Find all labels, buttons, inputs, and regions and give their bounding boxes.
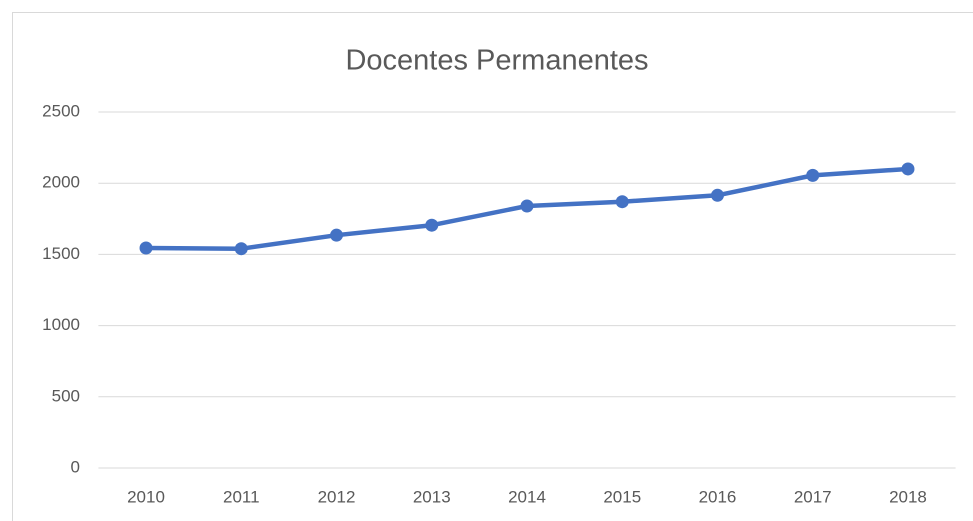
data-point	[806, 168, 820, 182]
chart-border	[12, 12, 973, 521]
y-tick-label: 2500	[42, 101, 80, 120]
y-tick-label: 2000	[42, 173, 80, 192]
data-point	[425, 218, 439, 232]
x-tick-label: 2013	[413, 487, 451, 506]
x-tick-label: 2014	[508, 487, 546, 506]
data-point	[901, 162, 915, 176]
x-tick-label: 2015	[603, 487, 641, 506]
x-tick-label: 2011	[223, 487, 260, 506]
data-point	[520, 199, 534, 213]
y-tick-label: 1500	[42, 244, 80, 263]
data-point	[615, 195, 629, 209]
x-tick-label: 2010	[127, 487, 165, 506]
chart-title: Docentes Permanentes	[345, 45, 648, 77]
data-point	[139, 241, 153, 255]
data-point	[234, 242, 248, 256]
x-tick-label: 2016	[699, 487, 737, 506]
x-tick-label: 2018	[889, 487, 927, 506]
data-point	[710, 188, 724, 202]
y-tick-label: 500	[52, 386, 80, 405]
x-tick-label: 2012	[318, 487, 356, 506]
y-tick-label: 1000	[42, 315, 80, 334]
y-tick-label: 0	[71, 457, 80, 476]
x-tick-label: 2017	[794, 487, 832, 506]
data-point	[330, 228, 344, 242]
